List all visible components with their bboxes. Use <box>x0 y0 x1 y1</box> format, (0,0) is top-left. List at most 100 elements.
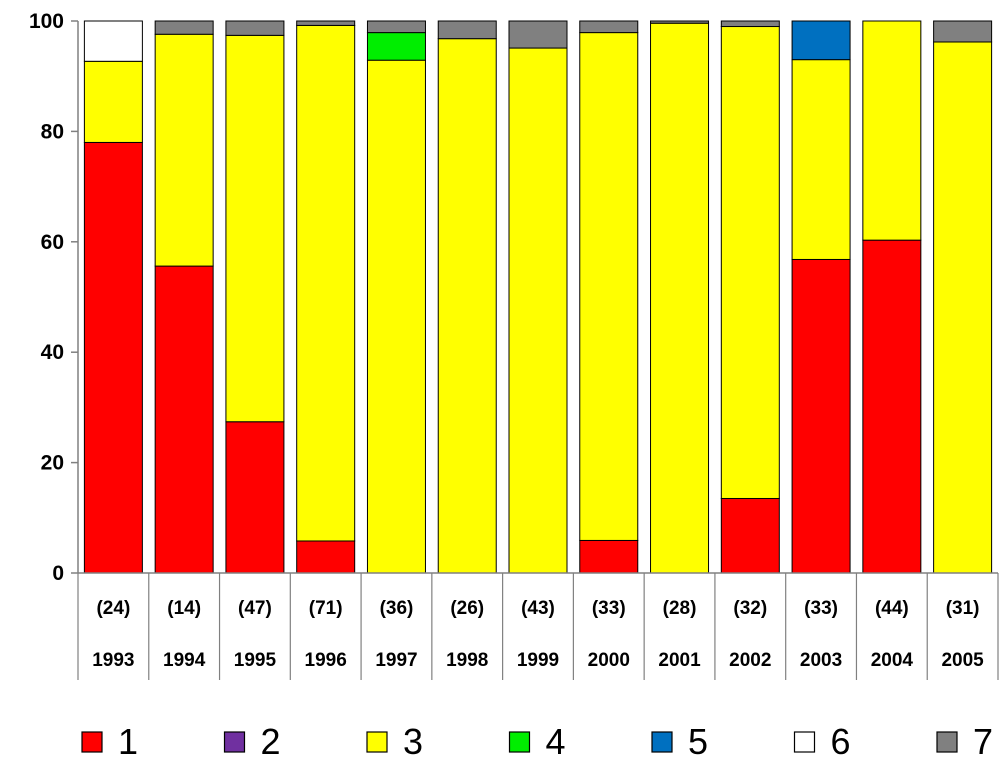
year-label: 1997 <box>375 650 417 671</box>
bar-stack-1997 <box>366 20 426 574</box>
sample-size-label: (33) <box>804 598 838 619</box>
sample-size-label: (26) <box>450 598 484 619</box>
bar-segment-series-1-2002 <box>720 497 780 574</box>
year-label: 1998 <box>446 650 488 671</box>
bar-stack-1995 <box>225 20 285 574</box>
sample-size-label: (33) <box>592 598 626 619</box>
legend-swatch <box>81 731 103 753</box>
legend-swatch <box>936 731 958 753</box>
bars-group <box>83 20 993 574</box>
bar-segment-series-7-1997 <box>366 20 426 34</box>
y-tick-label: 40 <box>41 341 64 364</box>
bar-stack-2004 <box>862 20 922 574</box>
legend: 1 2 3 4 5 6 7 <box>81 721 993 762</box>
bar-segment-series-1-2003 <box>791 258 851 574</box>
bar-segment-series-7-1999 <box>508 20 568 49</box>
legend-swatch <box>366 731 388 753</box>
legend-item-7: 7 <box>936 721 993 762</box>
bar-segment-series-3-2001 <box>650 22 710 574</box>
bar-stack-2005 <box>933 20 993 574</box>
sample-size-label: (24) <box>96 598 130 619</box>
legend-label: 6 <box>831 721 851 762</box>
bar-stack-1999 <box>508 20 568 574</box>
sample-size-label: (43) <box>521 598 555 619</box>
bar-segment-series-7-1996 <box>296 20 356 26</box>
year-label: 1996 <box>305 650 347 671</box>
bar-stack-2003 <box>791 20 851 574</box>
bar-segment-series-5-2003 <box>791 20 851 61</box>
bar-segment-series-3-1999 <box>508 47 568 574</box>
year-label: 2003 <box>800 650 842 671</box>
sample-size-label: (31) <box>946 598 980 619</box>
bar-stack-1994 <box>154 20 214 574</box>
bar-stack-1993 <box>83 20 143 574</box>
legend-swatch <box>223 731 246 753</box>
legend-label: 4 <box>546 721 566 762</box>
bar-segment-series-7-2000 <box>579 20 639 34</box>
bar-segment-series-4-1997 <box>366 32 426 61</box>
bar-stack-1996 <box>296 20 356 574</box>
bar-stack-2001 <box>650 20 710 574</box>
bar-segment-series-6-1993 <box>83 20 143 62</box>
year-label: 2002 <box>729 650 771 671</box>
legend-swatch <box>793 731 816 753</box>
sample-size-label: (44) <box>875 598 909 619</box>
y-axis: 0 20 40 60 80 100 <box>29 10 79 585</box>
bar-segment-series-7-2002 <box>720 20 780 28</box>
legend-label: 5 <box>688 721 708 762</box>
bar-segment-series-3-1995 <box>225 34 285 423</box>
year-label: 1993 <box>92 650 134 671</box>
sample-size-label: (36) <box>380 598 414 619</box>
bar-segment-series-3-2003 <box>791 59 851 260</box>
bar-segment-series-3-1998 <box>437 38 497 574</box>
sample-size-label: (28) <box>663 598 697 619</box>
y-tick-label: 20 <box>41 452 64 475</box>
bar-segment-series-3-1997 <box>366 59 426 574</box>
sample-size-label: (71) <box>309 598 343 619</box>
bar-stack-2002 <box>720 20 780 574</box>
year-label: 2001 <box>658 650 701 671</box>
year-label: 2000 <box>588 650 630 671</box>
bar-segment-series-7-2005 <box>933 20 993 43</box>
legend-item-6: 6 <box>793 721 851 762</box>
legend-label: 1 <box>118 721 138 762</box>
legend-item-4: 4 <box>508 721 566 762</box>
y-tick-label: 60 <box>41 231 64 254</box>
year-label: 2004 <box>871 650 914 671</box>
legend-swatch <box>508 731 531 753</box>
y-tick-label: 80 <box>41 120 64 143</box>
legend-swatch <box>651 731 673 753</box>
bar-stack-2000 <box>579 20 639 574</box>
sample-size-label: (32) <box>733 598 767 619</box>
bar-segment-series-1-1993 <box>83 141 143 574</box>
legend-item-2: 2 <box>223 721 281 762</box>
bar-segment-series-1-2000 <box>579 539 639 574</box>
bar-segment-series-3-1994 <box>154 33 214 267</box>
bar-segment-series-3-2002 <box>720 26 780 499</box>
legend-label: 3 <box>403 721 423 762</box>
bar-segment-series-7-2001 <box>650 20 710 24</box>
bar-segment-series-3-1993 <box>83 60 143 143</box>
year-label: 1995 <box>234 650 277 671</box>
year-label: 1994 <box>163 650 206 671</box>
bar-segment-series-1-1994 <box>154 265 214 574</box>
sample-size-label: (14) <box>167 598 201 619</box>
bar-segment-series-7-1994 <box>154 20 214 35</box>
bar-segment-series-3-1996 <box>296 24 356 542</box>
bar-segment-series-7-1998 <box>437 20 497 40</box>
legend-item-3: 3 <box>366 721 423 762</box>
legend-label: 2 <box>261 721 281 762</box>
sample-size-label: (47) <box>238 598 272 619</box>
x-axis: (24) 1993 (14) 1994 (47) 1995 (71) 1996 (36) 1997… <box>77 572 999 680</box>
year-label: 1999 <box>517 650 559 671</box>
bar-segment-series-1-1996 <box>296 540 356 574</box>
bar-stack-1998 <box>437 20 497 574</box>
bar-segment-series-3-2004 <box>862 20 922 241</box>
bar-segment-series-1-2004 <box>862 239 922 574</box>
legend-item-1: 1 <box>81 721 138 762</box>
bar-segment-series-3-2000 <box>579 32 639 541</box>
y-tick-label: 100 <box>29 10 64 33</box>
bar-segment-series-7-1995 <box>225 20 285 36</box>
year-label: 2005 <box>941 650 984 671</box>
